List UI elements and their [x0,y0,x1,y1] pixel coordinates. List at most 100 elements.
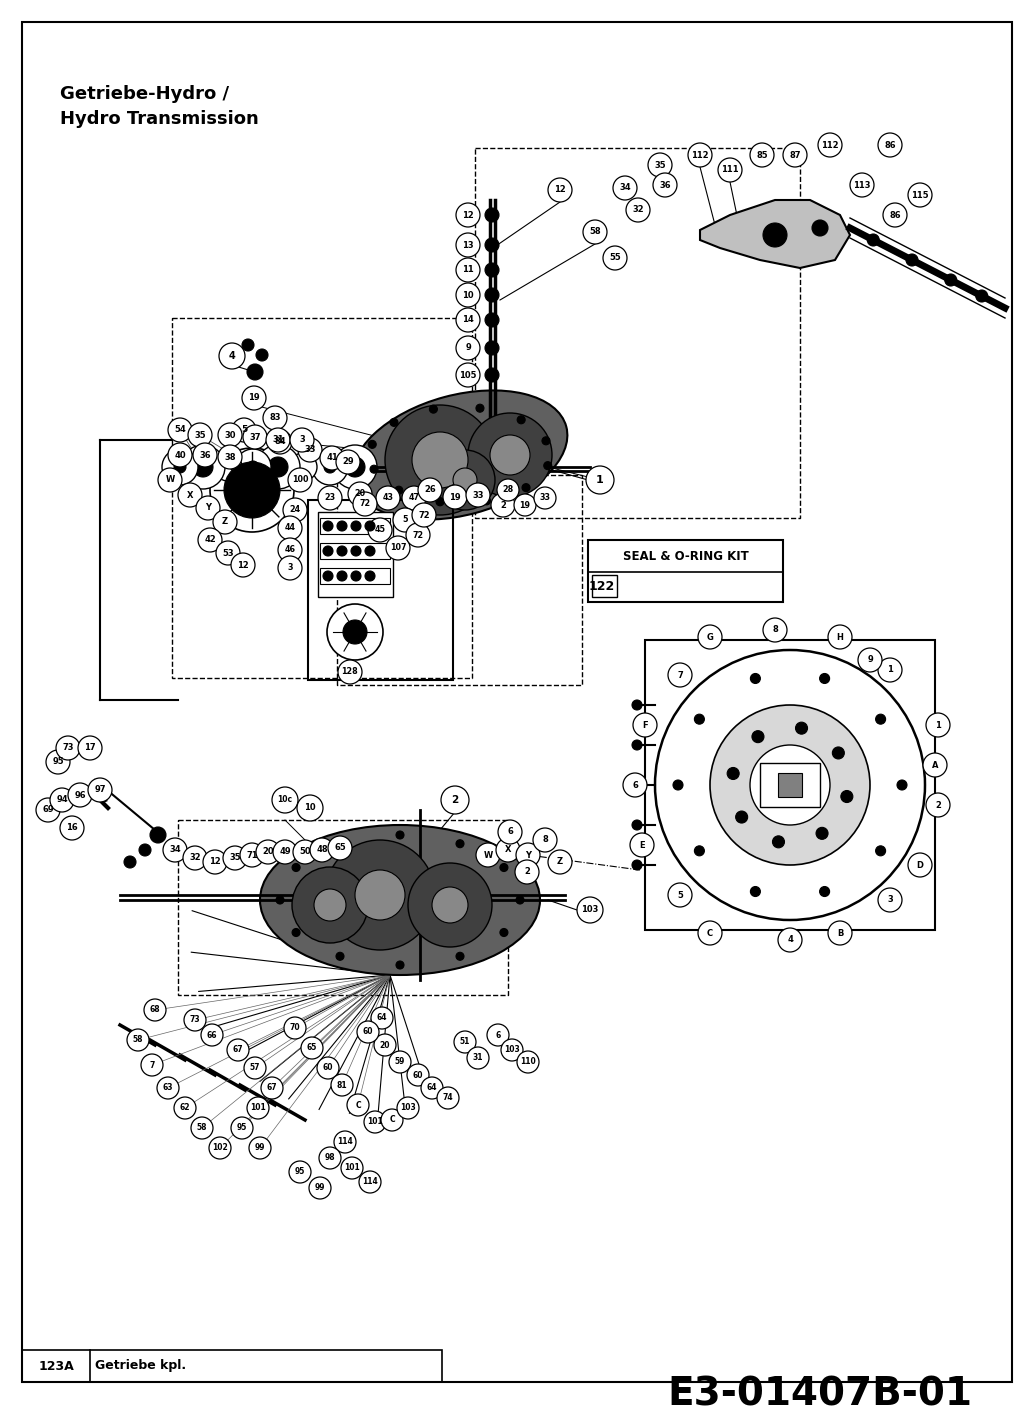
Circle shape [406,523,430,547]
Circle shape [289,1161,311,1184]
Circle shape [368,519,392,541]
Circle shape [218,445,241,469]
Text: 9: 9 [867,655,873,665]
Text: 60: 60 [413,1070,423,1080]
Circle shape [454,1032,476,1053]
Text: 83: 83 [269,414,281,422]
Circle shape [247,460,259,473]
Circle shape [441,786,469,814]
Circle shape [157,1077,179,1098]
Circle shape [319,1147,341,1169]
Circle shape [338,659,362,684]
Circle shape [632,701,642,710]
Circle shape [583,220,607,244]
Text: 98: 98 [325,1154,335,1162]
Circle shape [944,274,957,286]
Circle shape [389,1052,411,1073]
Circle shape [499,928,508,936]
Text: 73: 73 [62,743,73,753]
Circle shape [348,482,372,506]
Text: 41: 41 [326,453,337,462]
Circle shape [390,418,398,426]
Text: 2: 2 [451,794,458,806]
Text: 84: 84 [275,438,286,446]
Bar [318,512,393,597]
Circle shape [613,176,637,200]
Text: 19: 19 [519,500,530,510]
Circle shape [266,428,290,452]
Text: 68: 68 [150,1006,160,1015]
Text: 38: 38 [224,452,235,462]
Circle shape [88,779,112,801]
Circle shape [365,546,375,556]
Circle shape [243,425,267,449]
Text: 59: 59 [395,1057,406,1067]
Text: 1: 1 [888,665,893,675]
Circle shape [256,350,268,361]
Circle shape [178,483,202,507]
Circle shape [828,921,852,945]
Text: 123A: 123A [38,1360,74,1373]
Circle shape [365,571,375,581]
Text: 17: 17 [85,743,96,753]
Circle shape [456,283,480,307]
Circle shape [548,850,572,874]
Circle shape [213,510,237,534]
Bar [778,773,802,797]
Text: 95: 95 [295,1168,305,1177]
Circle shape [368,441,377,449]
Text: 2: 2 [501,500,506,510]
Text: 2: 2 [524,867,530,877]
Text: 95: 95 [236,1124,248,1133]
Text: H: H [837,632,843,641]
Circle shape [381,1108,404,1131]
Circle shape [231,1117,253,1140]
Circle shape [292,928,300,936]
Text: 99: 99 [255,1144,265,1152]
Text: 3: 3 [299,435,304,445]
Circle shape [819,674,830,684]
Text: 48: 48 [316,845,328,854]
Circle shape [168,418,192,442]
Circle shape [196,496,220,520]
Text: 111: 111 [721,165,739,175]
Circle shape [365,522,375,531]
Text: 70: 70 [290,1023,300,1033]
Circle shape [385,405,495,514]
Circle shape [209,448,294,531]
Circle shape [327,604,383,659]
Circle shape [314,890,346,921]
Text: X: X [505,845,511,854]
Text: 51: 51 [460,1037,471,1046]
Circle shape [421,1077,443,1098]
Bar [475,148,800,519]
Circle shape [485,368,499,382]
Bar [760,763,820,807]
Circle shape [498,820,522,844]
Circle shape [144,999,166,1022]
Circle shape [443,485,467,509]
Circle shape [292,864,300,871]
Circle shape [216,541,240,566]
Text: 86: 86 [890,210,901,219]
Circle shape [201,1025,223,1046]
Text: 30: 30 [224,431,235,439]
Circle shape [908,183,932,207]
Circle shape [485,237,499,252]
Circle shape [203,850,227,874]
Circle shape [168,443,192,468]
Circle shape [219,342,245,369]
Circle shape [261,1077,283,1098]
Text: 10c: 10c [278,796,292,804]
Circle shape [46,750,70,774]
Text: 103: 103 [581,905,599,915]
Text: 64: 64 [427,1083,438,1093]
Circle shape [214,453,241,480]
Circle shape [336,952,344,961]
Circle shape [878,134,902,156]
Circle shape [975,290,988,303]
Text: 46: 46 [285,546,295,554]
Circle shape [750,745,830,826]
Text: 66: 66 [206,1030,218,1040]
Circle shape [626,198,650,222]
